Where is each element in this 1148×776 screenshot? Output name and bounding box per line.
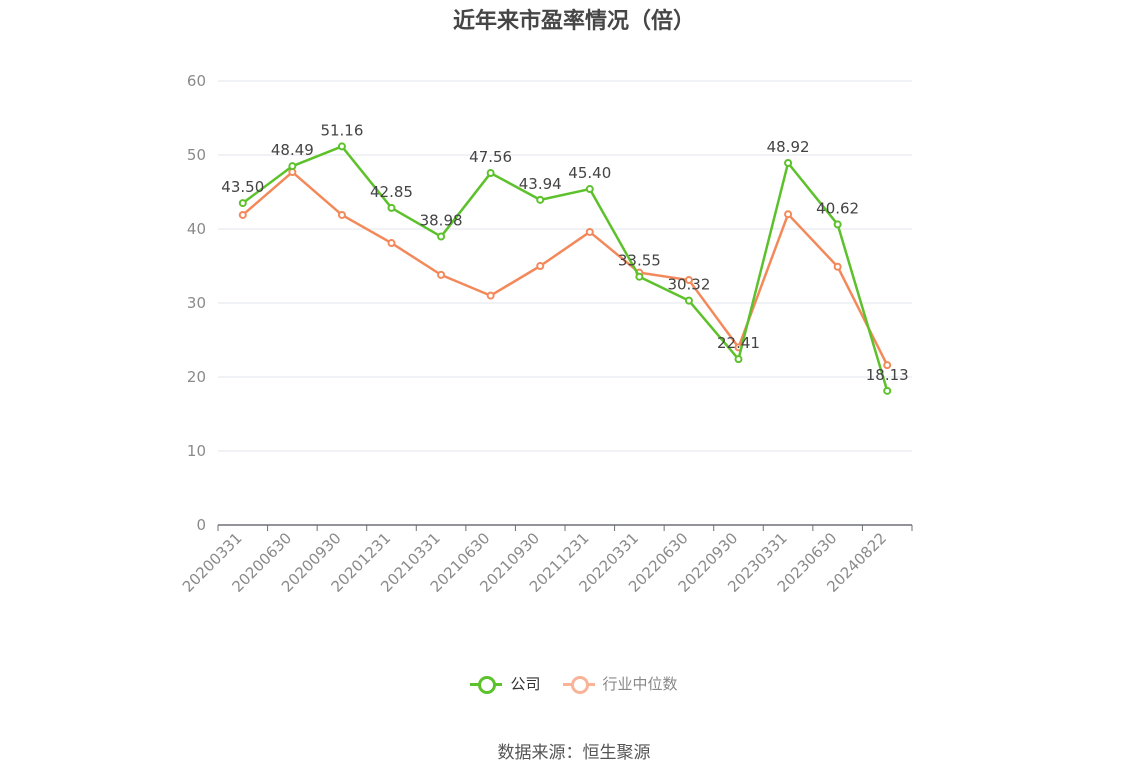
grid-lines: [218, 80, 912, 452]
data-source: 数据来源：恒生聚源: [497, 743, 651, 763]
company-point: [337, 142, 346, 151]
legend-company-marker-icon: [470, 674, 503, 694]
company-point: [883, 386, 892, 395]
data-label: 48.92: [767, 138, 810, 156]
data-label: 42.85: [370, 183, 413, 201]
y-tick-label: 30: [187, 294, 206, 312]
company-point: [585, 185, 594, 194]
y-tick-label: 0: [196, 516, 206, 534]
company-point: [437, 232, 446, 241]
company-point: [833, 220, 842, 229]
industry-point: [387, 239, 396, 248]
legend: 公司 行业中位数: [0, 673, 1148, 694]
data-label: 30.32: [667, 276, 710, 294]
industry-point: [536, 262, 545, 270]
company-series-line: [242, 145, 889, 392]
industry-series-line: [241, 170, 889, 366]
data-label: 43.94: [519, 175, 562, 193]
data-label: 45.40: [568, 164, 611, 182]
data-labels: 43.50 48.49 51.16 42.85 38.98 47.56 43.94 45.40…: [221, 121, 908, 383]
company-point: [288, 162, 297, 171]
industry-point: [437, 270, 446, 279]
legend-industry-label: 行业中位数: [602, 675, 678, 693]
data-label: 33.55: [618, 252, 661, 270]
y-tick-label: 60: [187, 72, 206, 90]
y-tick-label: 10: [187, 442, 206, 460]
data-label: 47.56: [469, 148, 512, 166]
series-lines: [238, 142, 892, 395]
y-tick-label: 20: [187, 368, 206, 386]
data-label: 48.49: [271, 141, 314, 159]
legend-industry-marker-icon: [562, 674, 595, 694]
industry-point: [883, 361, 892, 370]
company-point: [536, 195, 545, 204]
industry-point: [833, 262, 842, 271]
y-tick-label: 50: [187, 146, 206, 164]
industry-point: [684, 276, 693, 285]
company-point: [635, 272, 644, 281]
company-point: [734, 355, 743, 364]
y-tick-label: 40: [187, 220, 206, 238]
chart-title: 近年来市盈率情况（倍）: [452, 9, 695, 34]
company-point: [387, 203, 396, 212]
company-point: [684, 296, 693, 305]
legend-company-label: 公司: [510, 675, 541, 693]
industry-point: [585, 227, 594, 236]
data-label: 22.41: [717, 334, 760, 352]
industry-point: [238, 210, 247, 219]
data-label: 18.13: [866, 366, 909, 384]
data-label: 51.16: [320, 121, 363, 139]
company-point: [238, 199, 247, 208]
company-point: [784, 158, 793, 167]
data-label: 38.98: [420, 212, 463, 230]
industry-point: [337, 210, 346, 219]
industry-point: [784, 210, 793, 219]
company-point: [486, 169, 495, 178]
legend-item-industry[interactable]: 行业中位数: [562, 673, 678, 694]
legend-item-company[interactable]: 公司: [470, 673, 541, 694]
industry-point: [486, 291, 495, 300]
data-label: 40.62: [816, 199, 859, 217]
data-label: 43.50: [221, 178, 264, 196]
